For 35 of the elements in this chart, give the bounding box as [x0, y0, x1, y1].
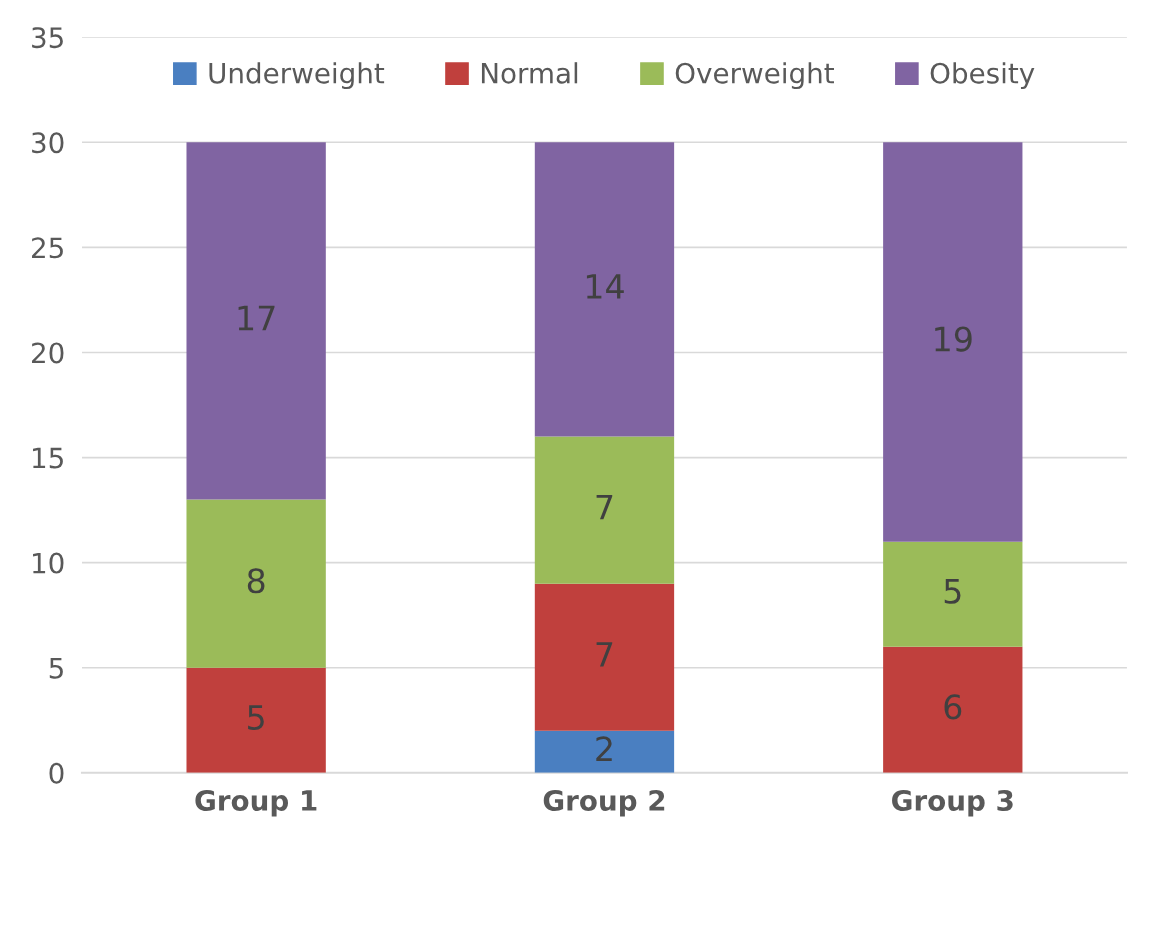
- x-tick-label: Group 3: [892, 789, 1013, 817]
- bar: [883, 541, 1023, 647]
- y-tick-label: 10: [33, 552, 64, 574]
- y-tick-label: 15: [33, 447, 63, 469]
- data-label: 17: [238, 305, 275, 331]
- bar: [534, 142, 675, 437]
- bar: [534, 730, 675, 773]
- legend-label: Normal: [481, 62, 578, 84]
- y-tick-label: 5: [49, 658, 63, 679]
- bar: [186, 667, 326, 773]
- legend-label: Overweight: [675, 62, 834, 90]
- bar: [534, 583, 675, 731]
- y-tick-label: 0: [49, 762, 64, 784]
- y-tick-label: 30: [32, 132, 64, 154]
- bar: [534, 436, 675, 584]
- data-label: 7: [596, 495, 613, 520]
- data-label: 19: [935, 326, 972, 352]
- x-tick-label: Group 1: [195, 789, 317, 817]
- data-label: 2: [596, 736, 612, 762]
- bar: [186, 142, 326, 500]
- y-tick-label: 20: [32, 342, 64, 364]
- data-label: 5: [944, 579, 961, 604]
- data-label: 8: [247, 568, 265, 594]
- data-label: 7: [596, 642, 613, 667]
- data-label: 5: [248, 705, 264, 730]
- y-tick-label: 35: [32, 27, 63, 49]
- data-label: 6: [944, 694, 962, 720]
- legend-label: Underweight: [209, 62, 385, 90]
- x-tick-label: Group 2: [543, 789, 665, 817]
- legend-label: Obesity: [930, 62, 1035, 90]
- y-tick-label: 25: [32, 237, 63, 259]
- bar: [883, 142, 1023, 542]
- bar: [883, 646, 1023, 773]
- bar: [186, 499, 326, 668]
- data-label: 14: [586, 274, 624, 299]
